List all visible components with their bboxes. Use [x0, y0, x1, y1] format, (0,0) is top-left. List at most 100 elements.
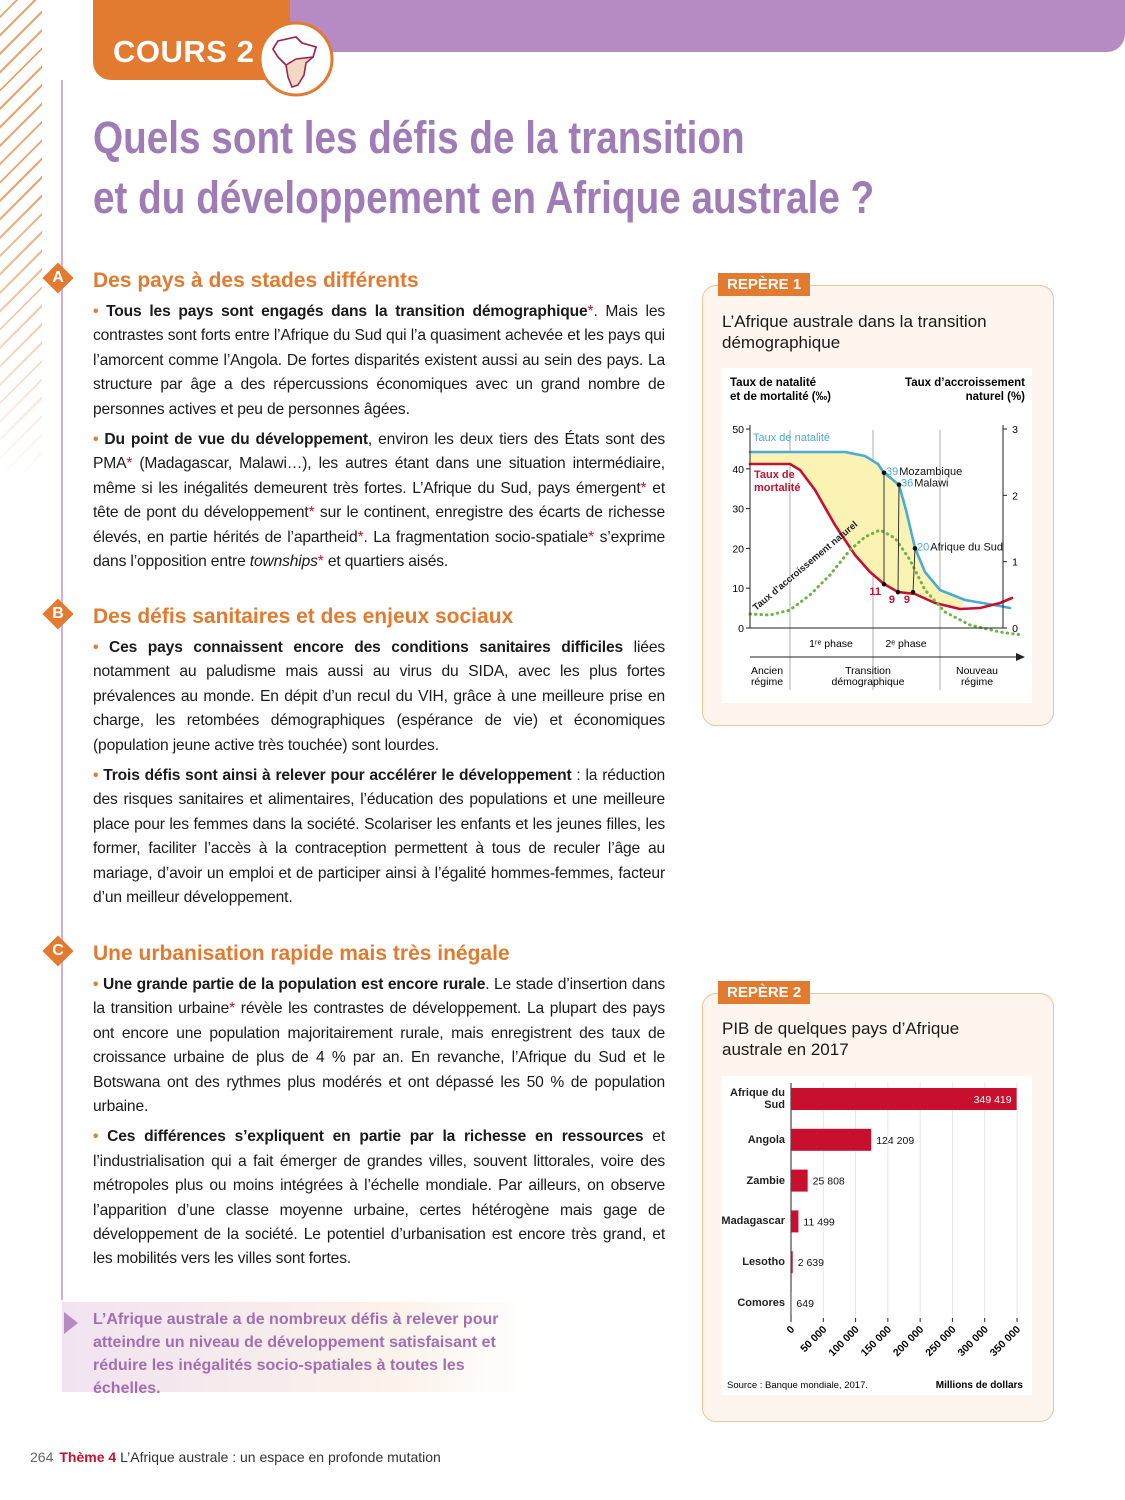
africa-icon [258, 21, 334, 97]
point-label: 20Afrique du Sud [917, 541, 1003, 553]
paragraph: • Ces différences s’expliquent en partie… [93, 1125, 665, 1271]
theme-title: L’Afrique australe : un espace en profon… [120, 1449, 441, 1465]
transition-area [750, 452, 965, 609]
title-line: Quels sont les défis de la transition [93, 112, 745, 163]
curve [748, 528, 1024, 637]
margin-line [61, 80, 63, 1300]
regime-label: démographique [832, 676, 905, 688]
text-run: et l’industrialisation qui a fait émerge… [93, 1128, 665, 1268]
section: C Une urbanisation rapide mais très inéga… [42, 935, 665, 1278]
y-axis-label: Taux de natalité [730, 377, 816, 389]
section-marker: A [42, 262, 74, 294]
text-run [98, 639, 109, 656]
paragraph: • Tous les pays sont engagés dans la tra… [93, 300, 665, 422]
hatch-decoration [0, 0, 42, 480]
phase-label: 1ʳᵉ phase [809, 638, 853, 650]
category-label: Comores [737, 1297, 785, 1309]
section-marker: C [42, 935, 74, 967]
text-run [98, 1128, 107, 1145]
text-run: • [93, 1128, 99, 1146]
theme-label: Thème 4 [59, 1449, 117, 1465]
curve-label: Taux de [754, 469, 795, 481]
summary-text: L’Afrique australe a de nombreux défis à… [93, 1311, 499, 1397]
phase-label: 2ᵉ phase [885, 638, 926, 650]
point-label: 39Mozambique [886, 466, 962, 478]
paragraph: • Une grande partie de la population est… [93, 973, 665, 1119]
data-point [881, 581, 887, 587]
curve-label: Taux de natalité [753, 432, 830, 444]
bar [791, 1251, 793, 1274]
section-heading: Des pays à des stades différents [93, 269, 419, 292]
lesson-label: COURS 2 [113, 34, 255, 69]
data-point [912, 546, 918, 551]
bar [791, 1210, 799, 1233]
y2-tick-label: 0 [1012, 623, 1018, 635]
x-axis-label: Millions de dollars [936, 1380, 1024, 1391]
value-label: 349 419 [974, 1094, 1012, 1106]
footer: 264 Thème 4 L’Afrique australe : un espace… [30, 1449, 441, 1465]
paragraph: • Du point de vue du développement, envi… [93, 428, 665, 574]
category-label: Afrique du Sud [730, 1087, 785, 1111]
value-label: 11 499 [803, 1216, 834, 1228]
point-name: Afrique du Sud [930, 541, 1003, 553]
time-arrow [1016, 653, 1025, 661]
section: A Des pays à des stades différents • Tous … [42, 262, 665, 580]
text-run: Ces différences s’expliquent en partie p… [107, 1128, 644, 1146]
y-tick-label: 40 [732, 464, 744, 476]
bar [791, 1169, 808, 1192]
paragraph: • Ces pays connaissent encore des condit… [93, 636, 665, 758]
value-label: 649 [796, 1298, 814, 1310]
text-run: • [93, 303, 99, 320]
point-value: 20 [917, 541, 929, 553]
section-letter: A [52, 269, 64, 286]
y-tick-label: 20 [732, 543, 744, 555]
plot-background [722, 1076, 1032, 1395]
point-value: 9 [904, 594, 910, 606]
section-marker: B [42, 598, 74, 630]
y-tick-label: 10 [732, 583, 744, 595]
text-run: *. Mais les contrastes sont forts entre … [93, 303, 665, 418]
bar [791, 1088, 1017, 1110]
point-value: 11 [869, 586, 881, 598]
bar [791, 1128, 872, 1151]
text-run: Trois défis sont ainsi à relever pour ac… [103, 767, 572, 785]
text-run: • [93, 639, 99, 656]
section-heading: Une urbanisation rapide mais très inégal… [93, 942, 510, 965]
figure-tag: REPÈRE 1 [718, 273, 811, 296]
data-point [881, 470, 887, 476]
category-label: Madagascar [721, 1215, 785, 1228]
text-run: Tous les pays sont engagés dans la trans… [106, 303, 588, 320]
value-label: 124 209 [876, 1135, 914, 1147]
regime-label: régime [751, 676, 783, 688]
point-value: 39 [886, 466, 898, 478]
connector [897, 484, 900, 593]
point-value: 36 [901, 478, 913, 490]
y2-tick-label: 3 [1012, 424, 1018, 436]
category-label: Angola [747, 1133, 785, 1146]
figure-title: PIB de quelques pays d’Afrique australe … [722, 1019, 960, 1059]
text-run: • [93, 767, 99, 785]
text-run: * et quartiers aisés. [317, 553, 449, 571]
y-axis-label: et de mortalité (‰) [730, 391, 831, 403]
curve-label: mortalité [754, 482, 800, 494]
point-value: 9 [889, 594, 895, 606]
source: Source : Banque mondiale, 2017. [727, 1380, 868, 1391]
section-heading: Des défis sanitaires et des enjeux socia… [93, 605, 514, 628]
text-run: • [93, 431, 99, 449]
text-run: liées notamment au paludisme mais aussi … [93, 639, 665, 754]
text-run: . Le stade d’insertion dans la transitio… [93, 976, 666, 1116]
regime-label: Transition [845, 665, 891, 677]
text-run: townships [249, 553, 318, 571]
curve [748, 450, 1012, 610]
y-tick-label: 0 [738, 623, 744, 635]
summary-box: L’Afrique australe a de nombreux défis à… [62, 1302, 532, 1397]
point-name: Mozambique [899, 466, 962, 478]
figure-title: L’Afrique australe dans la transition dé… [722, 312, 987, 352]
point-name: Malawi [914, 478, 948, 490]
lesson-tab: COURS 2 [93, 0, 290, 80]
section-letter: C [52, 942, 64, 959]
data-point [910, 589, 916, 595]
category-label: Zambie [746, 1174, 785, 1187]
